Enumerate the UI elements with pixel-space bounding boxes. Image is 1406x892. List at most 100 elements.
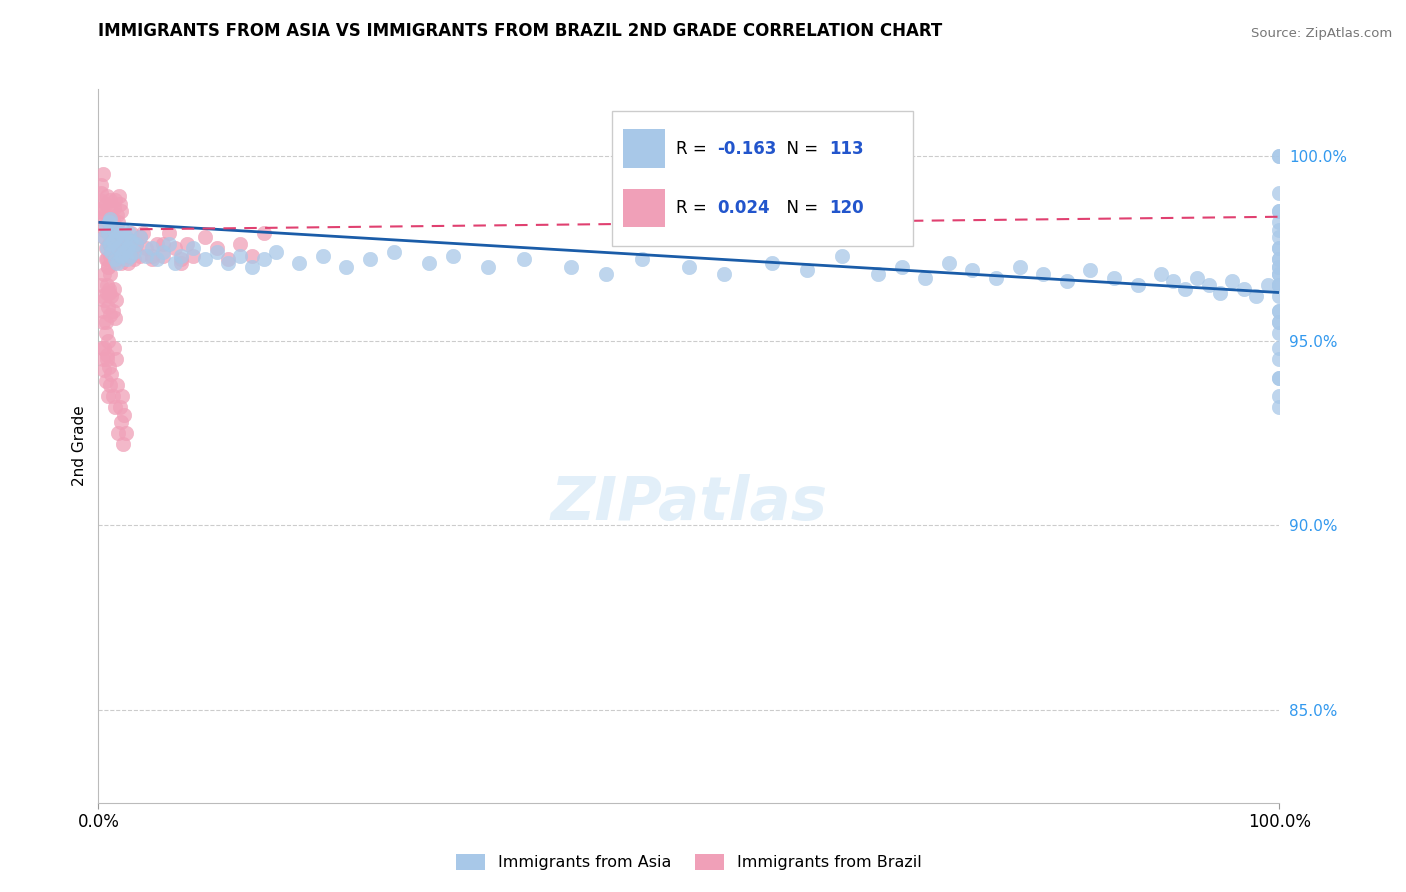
Point [240, 260, 263, 274]
Point [1268, 370, 1291, 384]
Point [1032, 267, 1054, 281]
Point [135, 241, 157, 255]
Point [1174, 282, 1197, 296]
Point [1244, 289, 1267, 303]
Point [101, 234, 124, 248]
Point [170, 249, 193, 263]
Text: IMMIGRANTS FROM ASIA VS IMMIGRANTS FROM BRAZIL 2ND GRADE CORRELATION CHART: IMMIGRANTS FROM ASIA VS IMMIGRANTS FROM … [98, 22, 942, 40]
Point [120, 249, 142, 263]
Point [1268, 304, 1291, 318]
Point [914, 270, 936, 285]
Point [93, 267, 115, 281]
Point [152, 244, 174, 259]
Point [98, 211, 121, 226]
Point [1268, 304, 1291, 318]
Point [105, 378, 128, 392]
Point [114, 425, 136, 440]
Point [89, 204, 111, 219]
Point [152, 237, 174, 252]
Point [1268, 260, 1291, 274]
Point [101, 211, 124, 226]
Point [984, 270, 1007, 285]
Point [103, 223, 125, 237]
Point [111, 237, 134, 252]
Point [1268, 186, 1291, 200]
Point [91, 315, 114, 329]
Point [93, 230, 115, 244]
Point [152, 249, 174, 263]
Point [146, 237, 169, 252]
Point [98, 359, 121, 374]
Point [240, 249, 263, 263]
Point [96, 252, 118, 267]
Point [114, 230, 136, 244]
Point [112, 223, 135, 237]
Point [181, 249, 204, 263]
Point [132, 227, 155, 241]
Text: N =: N = [776, 139, 824, 158]
Point [94, 208, 117, 222]
Point [1268, 260, 1291, 274]
Point [1268, 389, 1291, 403]
Point [90, 186, 112, 200]
Point [831, 249, 853, 263]
Point [108, 249, 131, 263]
Point [117, 256, 139, 270]
Point [1268, 230, 1291, 244]
Point [105, 208, 128, 222]
Point [288, 256, 311, 270]
Point [1257, 278, 1279, 293]
Point [146, 252, 169, 267]
Point [97, 301, 120, 315]
Point [114, 230, 136, 244]
Point [105, 252, 128, 267]
Point [105, 230, 128, 244]
Point [1233, 282, 1256, 296]
Point [98, 282, 121, 296]
Point [141, 241, 163, 255]
Point [890, 260, 912, 274]
Point [477, 260, 499, 274]
Point [170, 256, 193, 270]
Point [128, 249, 150, 263]
Point [98, 204, 121, 219]
Point [359, 252, 381, 267]
Point [1102, 270, 1125, 285]
Text: Source: ZipAtlas.com: Source: ZipAtlas.com [1251, 27, 1392, 40]
Point [105, 230, 128, 244]
Point [103, 282, 125, 296]
Point [678, 260, 700, 274]
Point [98, 249, 121, 263]
Point [104, 252, 127, 267]
Point [111, 230, 134, 244]
Point [94, 326, 117, 341]
Point [105, 256, 128, 270]
Point [117, 241, 139, 255]
Point [103, 256, 125, 270]
Point [112, 437, 135, 451]
Text: R =: R = [676, 139, 711, 158]
Point [93, 223, 115, 237]
Point [104, 241, 127, 255]
Point [100, 289, 122, 303]
Point [112, 244, 135, 259]
Point [91, 289, 114, 303]
Point [229, 237, 252, 252]
Point [121, 227, 143, 241]
Point [630, 252, 652, 267]
Point [112, 408, 135, 422]
FancyBboxPatch shape [612, 111, 914, 246]
Point [108, 400, 131, 414]
Point [94, 219, 117, 233]
Point [253, 252, 276, 267]
Point [96, 352, 118, 367]
Point [112, 252, 135, 267]
Point [97, 260, 120, 274]
Point [98, 308, 121, 322]
Point [90, 178, 112, 193]
Point [1268, 278, 1291, 293]
Point [105, 352, 128, 367]
Point [100, 367, 122, 381]
Point [141, 249, 163, 263]
Point [1220, 275, 1243, 289]
